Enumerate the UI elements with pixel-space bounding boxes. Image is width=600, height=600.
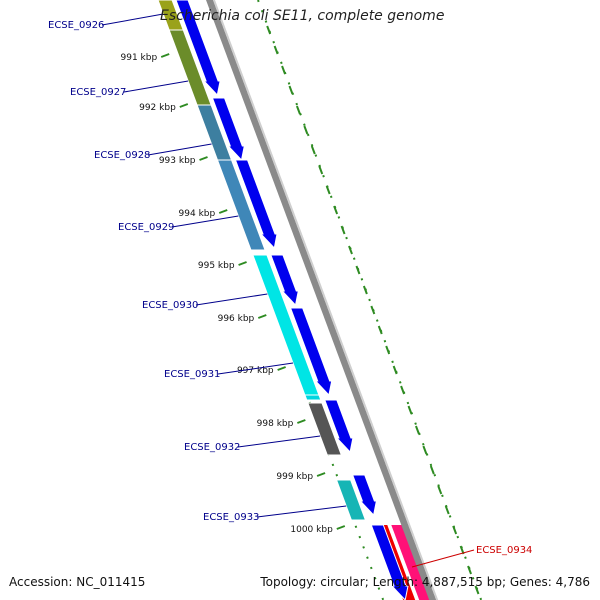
outer-ring-dash <box>325 185 331 195</box>
gene-ecse_0932 <box>307 402 343 456</box>
topology-label: Topology: <box>260 575 317 589</box>
gene-ecse_0934-outer <box>391 525 432 600</box>
length-value: 4,887,515 bp <box>421 575 502 589</box>
gene-label-ecse_0931: ECSE_0931 <box>164 369 220 380</box>
tick-label: 995 kbp <box>198 261 235 271</box>
gene-label-ecse_0933: ECSE_0933 <box>203 512 259 523</box>
tick-mark <box>297 419 306 424</box>
labels-layer: ECSE_0926 ECSE_0927 ECSE_0928 ECSE_0929 ECSE… <box>48 13 532 568</box>
gene-label-ecse_0934: ECSE_0934 <box>476 545 532 556</box>
tick-mark <box>179 103 189 108</box>
tick-mark <box>257 314 267 319</box>
tick-mark <box>238 261 247 266</box>
ticks-layer: 991 kbp 992 kbp 993 kbp 994 kbp 995 kbp 996 k… <box>121 53 346 535</box>
outer-ring-dash <box>273 45 279 55</box>
genome-backbone <box>206 0 437 600</box>
outer-ring-dash <box>429 465 435 475</box>
genes-value: 4,786 <box>555 575 590 589</box>
outer-ring-dash <box>266 25 272 35</box>
gene-ecse_0931 <box>304 394 322 401</box>
cog-track <box>157 0 432 600</box>
tick-mark <box>336 525 346 530</box>
gene-label-ecse_0932: ECSE_0932 <box>184 442 240 453</box>
gene-label-ecse_0930: ECSE_0930 <box>142 300 198 311</box>
leader-line-ecse_0931 <box>217 362 294 375</box>
backbone <box>206 0 439 600</box>
accession-info: Accession: NC_011415 <box>9 575 145 589</box>
cds-arrow-ecse_0932 <box>351 474 378 517</box>
gene-label-ecse_0926: ECSE_0926 <box>48 20 104 31</box>
leader-line-ecse_0933 <box>256 505 347 518</box>
outer-ring-dash <box>295 105 301 115</box>
outer-ring-dash <box>362 285 368 295</box>
outer-ring-dash <box>444 505 450 515</box>
tick-mark <box>277 366 286 371</box>
tick-mark <box>199 156 208 161</box>
tick-mark <box>160 53 170 58</box>
tick-mark <box>316 472 326 477</box>
outer-ring-dash <box>303 125 309 135</box>
outer-ring-dash <box>407 405 413 415</box>
leader-line-ecse_0928 <box>147 143 212 156</box>
tick-label: 999 kbp <box>276 472 313 482</box>
tick-label: 1000 kbp <box>290 525 333 535</box>
tick-label: 997 kbp <box>237 366 274 376</box>
leader-line-ecse_0930 <box>195 293 268 306</box>
outer-ring-dash <box>340 225 346 235</box>
length-label: Length: <box>372 575 419 589</box>
outer-ring-dash <box>281 65 286 75</box>
accession-label: Accession: <box>9 575 73 589</box>
cds-arrow-ecse_0926 <box>175 0 221 97</box>
outer-ring-dash <box>415 425 420 435</box>
outer-ring-dash <box>310 145 316 155</box>
outer-ring-dash <box>370 305 376 315</box>
map-title: Escherichia coli SE11, complete genome <box>160 8 445 24</box>
leader-line-ecse_0926 <box>101 13 164 26</box>
outer-ring-dash <box>437 485 443 495</box>
topology-value: circular <box>320 575 365 589</box>
cds-arrow-ecse_0930 <box>289 307 333 397</box>
genome-stats: Topology: circular; Length: 4,887,515 bp… <box>260 575 590 589</box>
tick-label: 998 kbp <box>257 419 294 429</box>
outer-ring-dash <box>422 445 428 455</box>
genome-backbone-shade <box>213 0 439 600</box>
tick-label: 993 kbp <box>159 156 196 166</box>
cds-track <box>175 0 409 600</box>
gene-label-ecse_0929: ECSE_0929 <box>118 222 174 233</box>
outer-ring-dash <box>377 325 383 335</box>
cds-arrow-ecse_0933 <box>370 524 409 600</box>
gene-ecse_0933 <box>335 479 367 521</box>
outer-dotted-guide <box>257 0 483 600</box>
outer-ring-dash <box>467 565 472 575</box>
tick-mark <box>218 209 228 214</box>
outer-ring-dash <box>333 205 339 215</box>
tick-label: 994 kbp <box>179 209 216 219</box>
outer-ring-dash <box>355 265 361 275</box>
gene-label-ecse_0928: ECSE_0928 <box>94 150 150 161</box>
leader-line-ecse_0929 <box>171 215 239 228</box>
cds-arrow-ecse_0928 <box>234 159 278 250</box>
gene-ecse_0929 <box>216 159 266 251</box>
accession-value: NC_011415 <box>76 575 146 589</box>
leader-line-ecse_0927 <box>123 80 189 93</box>
outer-ring-dash <box>392 365 398 375</box>
outer-ring-dash <box>318 165 324 175</box>
outer-ring-dash <box>474 585 480 595</box>
genes-label: Genes: <box>509 575 552 589</box>
outer-ring-dash <box>400 385 406 395</box>
tick-label: 991 kbp <box>121 53 158 63</box>
cds-arrow-ecse_0929 <box>270 254 299 307</box>
tick-label: 992 kbp <box>139 103 176 113</box>
leader-line-ecse_0932 <box>237 435 321 448</box>
outer-ring-dash <box>385 345 391 355</box>
outer-ring-dash <box>288 85 294 95</box>
tick-label: 996 kbp <box>218 314 255 324</box>
outer-ring-dash <box>348 245 353 255</box>
leader-line-ecse_0934 <box>411 549 475 568</box>
outer-ring-dash <box>452 525 458 535</box>
gene-label-ecse_0927: ECSE_0927 <box>70 87 126 98</box>
cds-arrow-ecse_0927 <box>211 97 245 162</box>
cds-arrow-ecse_0931 <box>324 399 354 454</box>
